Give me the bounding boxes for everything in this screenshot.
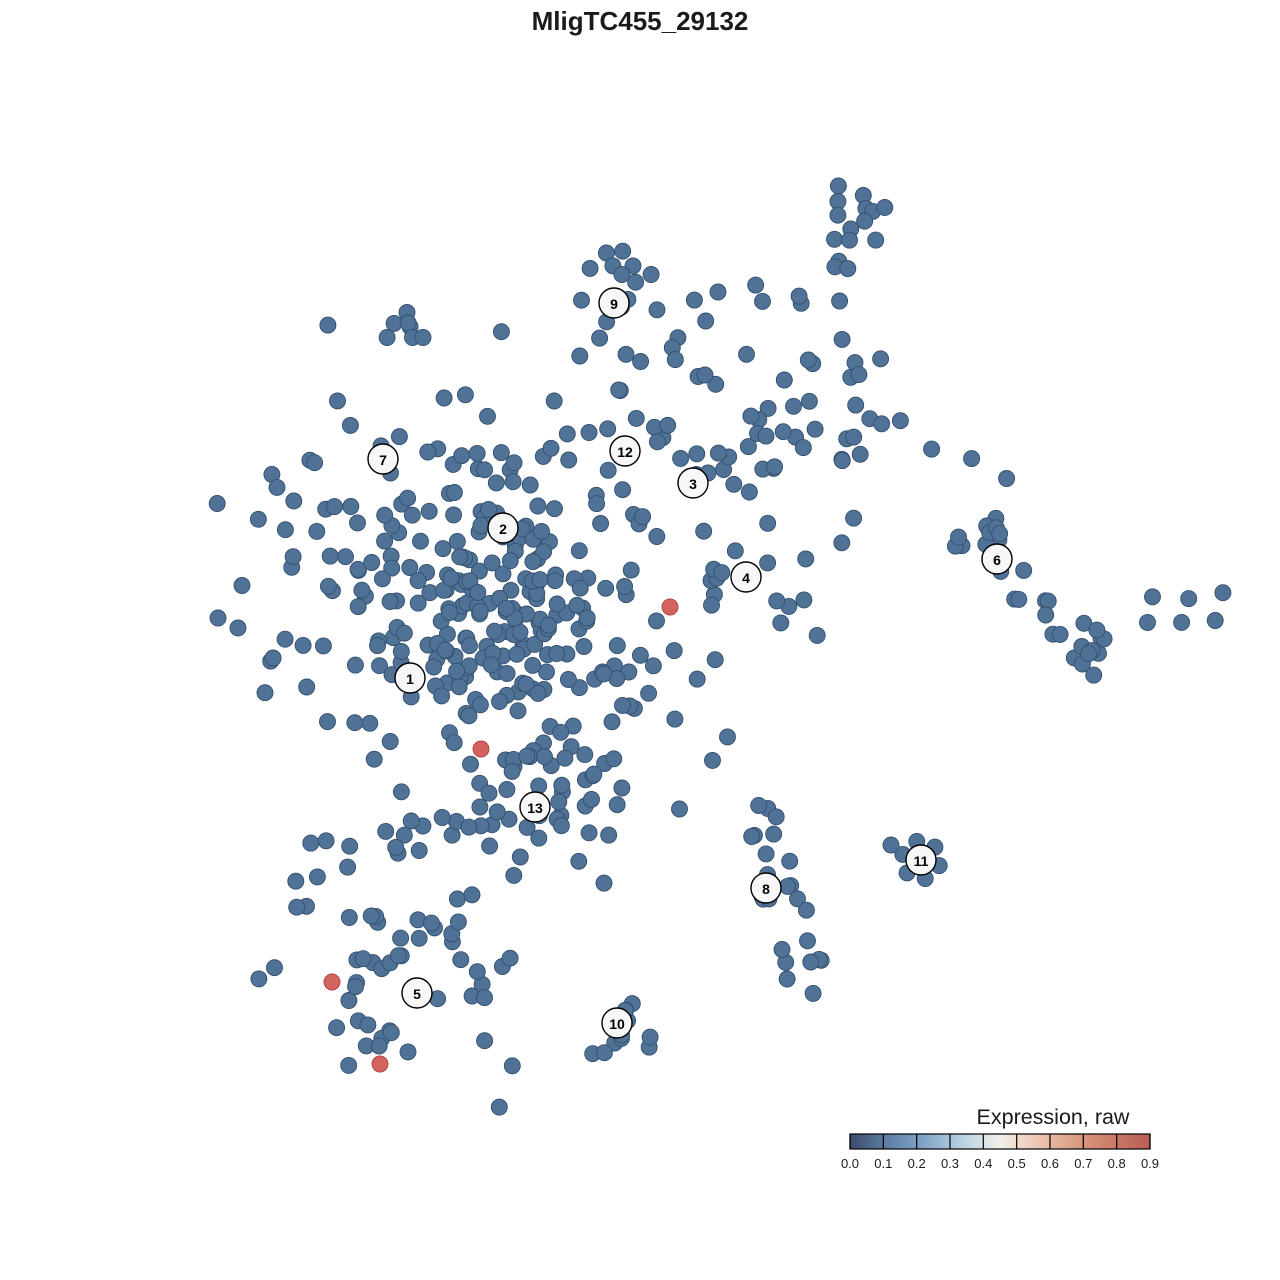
svg-text:1: 1 [406, 671, 414, 687]
svg-text:6: 6 [993, 552, 1001, 568]
svg-text:11: 11 [914, 853, 929, 869]
svg-text:9: 9 [610, 296, 618, 312]
svg-text:12: 12 [617, 444, 633, 460]
svg-text:0.7: 0.7 [1074, 1156, 1092, 1171]
svg-text:0.5: 0.5 [1008, 1156, 1026, 1171]
svg-text:8: 8 [762, 881, 770, 897]
svg-text:10: 10 [609, 1016, 625, 1032]
svg-text:0.1: 0.1 [874, 1156, 892, 1171]
svg-text:0.3: 0.3 [941, 1156, 959, 1171]
svg-text:2: 2 [499, 521, 507, 537]
svg-text:4: 4 [742, 570, 750, 586]
svg-text:Expression, raw: Expression, raw [977, 1105, 1130, 1129]
svg-text:13: 13 [527, 800, 543, 816]
svg-text:0.4: 0.4 [974, 1156, 992, 1171]
svg-text:5: 5 [413, 986, 421, 1002]
svg-text:3: 3 [689, 476, 697, 492]
svg-text:0.6: 0.6 [1041, 1156, 1059, 1171]
svg-text:0.0: 0.0 [841, 1156, 859, 1171]
svg-text:0.2: 0.2 [908, 1156, 926, 1171]
svg-text:0.8: 0.8 [1108, 1156, 1126, 1171]
svg-text:MligTC455_29132: MligTC455_29132 [532, 6, 749, 36]
svg-text:0.9: 0.9 [1141, 1156, 1159, 1171]
svg-text:7: 7 [379, 452, 387, 468]
